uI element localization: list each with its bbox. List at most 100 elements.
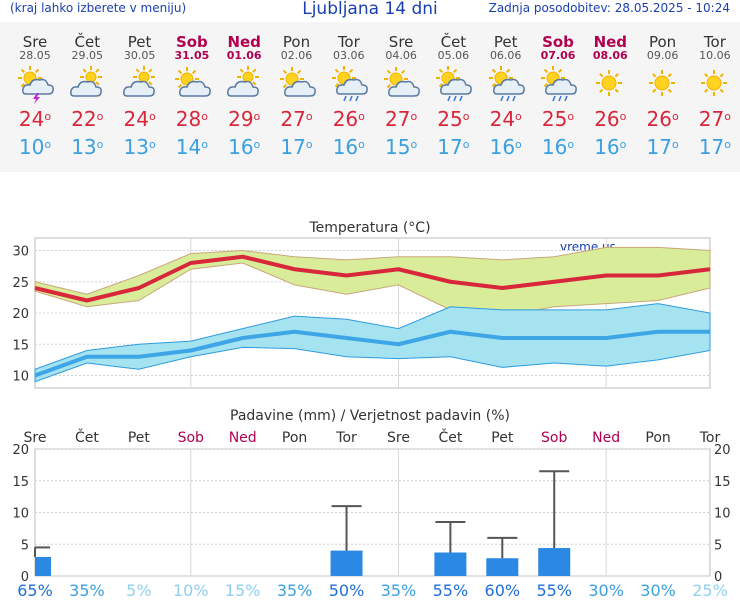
x-tick-label: Ned	[592, 430, 620, 446]
probability-label: 30%	[588, 581, 624, 600]
sun-icon	[637, 66, 689, 104]
degree-sign: o	[462, 138, 470, 151]
precip-bar	[486, 558, 519, 576]
min-temp: 16o	[218, 135, 270, 159]
degree-sign: o	[671, 110, 679, 123]
probability-label: 60%	[485, 581, 521, 600]
degree-sign: o	[305, 138, 313, 151]
y-tick-label-right: 0	[714, 570, 722, 585]
min-temp: 16o	[584, 135, 636, 159]
max-temp-value: 27	[280, 107, 306, 131]
max-temp: 24o	[114, 107, 166, 131]
max-temp: 27o	[271, 107, 323, 131]
day-date: 06.06	[489, 49, 522, 62]
day-column: Sre 04.06 27o 15o	[375, 22, 427, 159]
degree-sign: o	[201, 110, 208, 123]
max-temp-value: 22	[71, 107, 97, 131]
last-updated: Zadnja posodobitev: 28.05.2025 - 10:24	[488, 1, 730, 15]
max-temp: 25o	[532, 107, 584, 131]
degree-sign: o	[44, 138, 52, 151]
max-temp-value: 29	[228, 107, 254, 131]
probability-label: 55%	[536, 581, 572, 600]
min-temp: 17o	[689, 135, 740, 159]
x-tick-label: Sre	[24, 430, 47, 446]
day-name: Sre	[22, 33, 48, 51]
min-temp: 13o	[114, 135, 166, 159]
max-temp: 26o	[584, 107, 636, 131]
y-tick-label: 5	[21, 538, 29, 553]
sun-cloud-icon	[375, 66, 427, 104]
precip-bar	[538, 548, 571, 576]
x-tick-label: Pet	[491, 430, 514, 446]
day-date: 03.06	[333, 49, 365, 62]
day-date: 30.05	[123, 49, 156, 62]
precip-bar	[330, 550, 363, 576]
partly-cloudy-icon	[61, 66, 113, 104]
day-column: Tor 10.06 27o 17o	[689, 22, 740, 159]
y-tick-label: 0	[21, 570, 29, 585]
sun-icon	[689, 66, 740, 104]
degree-sign: o	[96, 110, 104, 123]
day-name: Ned	[593, 33, 628, 51]
degree-sign: o	[724, 138, 731, 151]
min-temp-value: 16	[541, 135, 568, 159]
x-tick-label: Čet	[438, 428, 462, 446]
precipitation-chart: Padavine (mm) / Verjetnost padavin (%) Sr…	[12, 408, 730, 600]
day-date: 05.06	[437, 49, 470, 62]
min-temp: 17o	[637, 135, 689, 159]
x-tick-label: Tor	[335, 430, 357, 446]
day-column: Tor 03.06 26o 16o	[323, 22, 375, 159]
sun-icon	[584, 66, 636, 104]
max-temp-value: 27	[385, 107, 411, 131]
max-temp-value: 26	[646, 107, 672, 131]
max-temp-value: 24	[123, 107, 149, 131]
probability-label: 35%	[381, 581, 417, 600]
degree-sign: o	[148, 138, 156, 151]
degree-sign: o	[410, 110, 418, 123]
max-temp: 25o	[427, 107, 479, 131]
probability-label: 25%	[692, 581, 728, 600]
sun-thunderstorm-icon	[9, 66, 61, 104]
max-temp-value: 25	[437, 107, 463, 131]
day-name: Sob	[542, 33, 574, 51]
min-temp-value: 13	[71, 135, 97, 159]
sun-rain-icon	[323, 66, 375, 104]
min-temp-line	[34, 329, 710, 378]
y-tick-label: 10	[12, 507, 29, 522]
y-tick-label: 20	[12, 307, 29, 322]
degree-sign: o	[96, 138, 104, 151]
max-temp: 22o	[61, 107, 113, 131]
min-temp-value: 16	[594, 135, 620, 159]
y-tick-label: 15	[12, 338, 29, 353]
day-column: Sob 07.06 25o 16o	[532, 22, 584, 159]
day-column: Čet 29.05 22o 13o	[61, 22, 113, 159]
max-temp-line	[34, 254, 711, 303]
y-tick-label: 20	[12, 443, 29, 458]
day-name: Tor	[337, 33, 360, 51]
x-tick-label: Čet	[75, 428, 99, 446]
max-temp: 29o	[218, 107, 270, 131]
x-tick-label: Ned	[229, 430, 257, 446]
x-tick-label: Sob	[541, 430, 567, 446]
degree-sign: o	[619, 110, 627, 123]
degree-sign: o	[305, 110, 313, 123]
y-tick-label: 30	[12, 245, 29, 260]
max-temp: 24o	[480, 107, 532, 131]
day-name: Čet	[74, 33, 101, 51]
max-temp: 26o	[637, 107, 689, 131]
partly-cloudy-icon	[114, 66, 166, 104]
day-name: Sre	[388, 33, 414, 51]
min-temp: 10o	[9, 135, 61, 159]
min-temp: 16o	[323, 135, 375, 159]
max-temp-value: 26	[332, 107, 359, 131]
day-column: Pet 30.05 24o 13o	[114, 22, 166, 159]
min-temp-value: 16	[489, 135, 516, 159]
min-temp: 15o	[375, 135, 427, 159]
day-date: 09.06	[646, 49, 679, 62]
degree-sign: o	[253, 138, 261, 151]
day-date: 04.06	[385, 49, 417, 62]
day-date: 07.06	[540, 49, 576, 62]
day-name: Pon	[282, 33, 311, 51]
degree-sign: o	[358, 110, 365, 123]
